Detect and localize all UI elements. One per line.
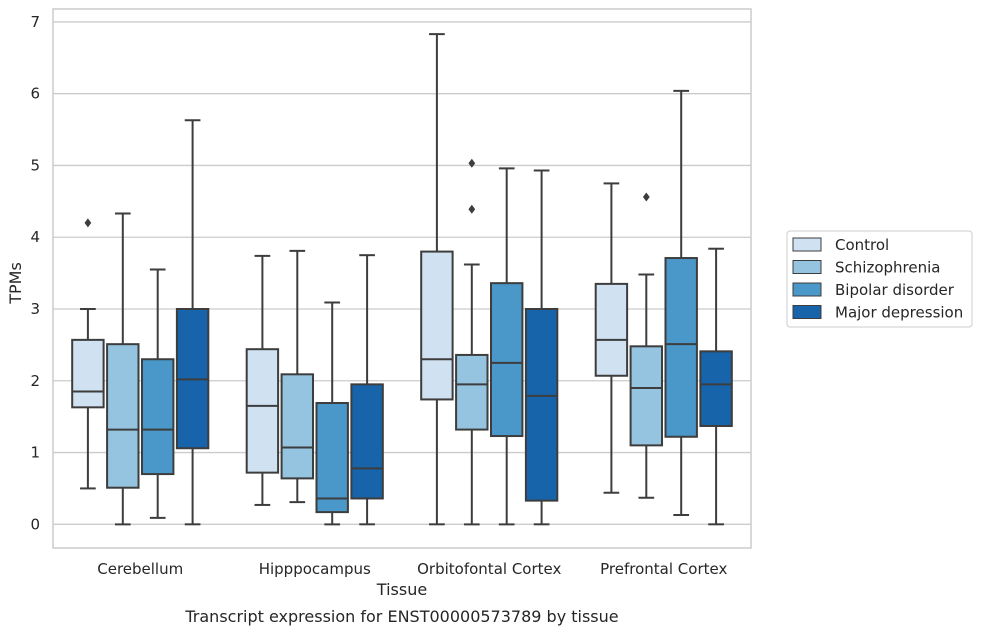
box-iqr [664, 257, 698, 438]
box-2-3 [524, 169, 559, 526]
x-axis-label: Tissue [376, 580, 427, 599]
box-series [71, 33, 733, 526]
outlier-point [468, 204, 476, 214]
outlier-point [642, 192, 650, 202]
x-tick-label: Cerebellum [97, 560, 183, 578]
box-iqr [106, 343, 140, 489]
box-iqr [140, 358, 175, 476]
legend-frame [786, 230, 973, 328]
legend-swatch [792, 282, 822, 297]
legend-label: Control [835, 236, 889, 254]
legend: Control Schizophrenia Bipolar disorder Majo… [786, 230, 973, 328]
plot-frame [52, 8, 752, 549]
y-axis-label: TPMs [6, 262, 25, 305]
outlier-point [468, 158, 476, 168]
x-tick-labels: Cerebellum Hipppocampus Orbitofontal Corte… [97, 560, 727, 578]
box-iqr [245, 348, 280, 474]
y-tick-label: 6 [30, 85, 40, 103]
y-tick-labels: 0 1 2 3 4 5 6 7 [30, 13, 40, 533]
box-0-0 [71, 218, 105, 490]
y-tick-label: 2 [30, 372, 40, 390]
box-1-2 [315, 301, 349, 526]
x-tick-label: Prefrontal Cortex [600, 560, 727, 578]
y-tick-label: 3 [30, 300, 40, 318]
box-0-1 [106, 212, 140, 526]
box-2-2 [489, 167, 524, 526]
box-iqr [71, 338, 105, 409]
box-2-0 [420, 33, 454, 526]
legend-swatch [792, 305, 822, 319]
legend-label: Schizophrenia [835, 259, 940, 277]
box-1-3 [350, 254, 384, 526]
box-3-2 [664, 89, 698, 516]
y-tick-label: 5 [30, 156, 40, 174]
box-iqr [699, 350, 733, 427]
box-3-3 [699, 247, 733, 526]
x-tick-label: Orbitofontal Cortex [417, 560, 561, 578]
box-0-3 [175, 119, 210, 526]
box-iqr [420, 250, 454, 401]
box-0-2 [140, 268, 175, 519]
box-iqr [629, 345, 664, 447]
y-tick-label: 0 [30, 515, 40, 533]
box-3-1 [629, 192, 664, 499]
y-tick-label: 1 [30, 444, 40, 462]
box-iqr [350, 383, 384, 500]
legend-label: Bipolar disorder [835, 281, 955, 299]
box-iqr [489, 282, 524, 438]
box-1-0 [245, 254, 280, 506]
box-2-1 [455, 158, 489, 526]
x-tick-label: Hipppocampus [259, 560, 371, 578]
legend-swatch [792, 237, 822, 252]
box-iqr [455, 353, 489, 431]
box-iqr [594, 282, 629, 377]
y-tick-label: 7 [30, 13, 40, 31]
box-1-1 [280, 249, 315, 504]
outlier-point [84, 218, 92, 228]
box-iqr [280, 373, 315, 480]
legend-label: Major depression [835, 304, 963, 322]
chart-caption: Transcript expression for ENST0000057378… [184, 607, 618, 626]
legend-swatch [792, 260, 822, 274]
box-3-0 [594, 182, 629, 494]
box-iqr [315, 402, 349, 514]
y-tick-label: 4 [30, 228, 40, 246]
box-iqr [524, 308, 559, 502]
